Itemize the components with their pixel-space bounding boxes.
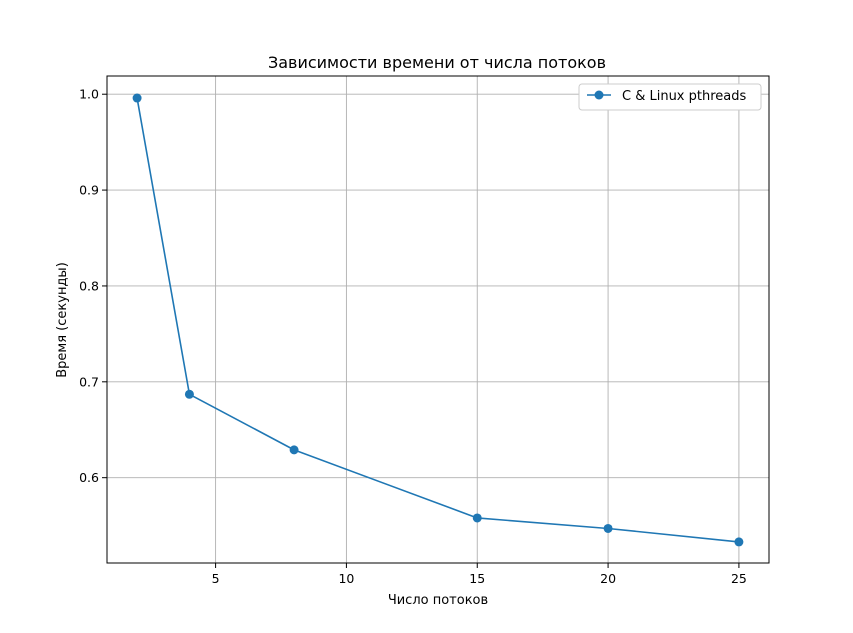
x-axis-label: Число потоков xyxy=(388,593,488,608)
legend: C & Linux pthreads xyxy=(578,83,762,111)
data-point xyxy=(603,523,613,533)
series-layer xyxy=(132,93,744,547)
legend-box xyxy=(578,83,762,111)
x-tick-label: 15 xyxy=(469,571,485,586)
data-point xyxy=(184,389,194,399)
x-tick-label: 20 xyxy=(600,571,616,586)
plot-area-frame xyxy=(106,75,770,564)
y-tick-label: 0.9 xyxy=(79,183,99,198)
x-tick-label: 10 xyxy=(338,571,354,586)
data-point xyxy=(289,445,299,455)
y-tick-label: 1.0 xyxy=(79,87,99,102)
chart-title: Зависимости времени от числа потоков xyxy=(268,53,606,72)
x-tick-label: 25 xyxy=(731,571,747,586)
y-tick-label: 0.6 xyxy=(79,470,99,485)
y-axis-ticks: 0.6 0.7 0.8 0.9 1.0 xyxy=(79,87,107,485)
x-tick-label: 5 xyxy=(212,571,220,586)
legend-marker-sample xyxy=(594,90,604,100)
data-point xyxy=(472,513,482,523)
y-tick-label: 0.7 xyxy=(79,374,99,389)
data-point xyxy=(734,537,744,547)
series-line xyxy=(136,97,739,543)
y-tick-label: 0.8 xyxy=(79,278,99,293)
x-axis-ticks: 5 10 15 20 25 xyxy=(212,563,747,586)
y-axis-label: Время (секунды) xyxy=(55,262,70,378)
data-point xyxy=(132,93,142,103)
legend-entry-label: C & Linux pthreads xyxy=(622,89,747,104)
